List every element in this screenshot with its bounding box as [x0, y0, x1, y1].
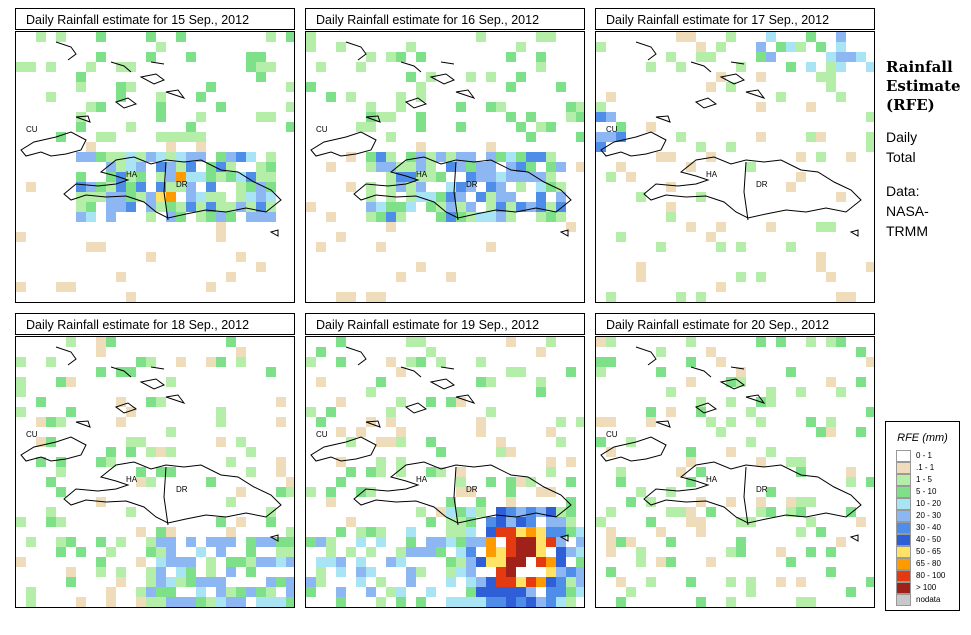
- label-dominican-republic: DR: [176, 180, 188, 189]
- label-cuba: CU: [26, 430, 38, 439]
- legend-item: .1 - 1: [896, 461, 935, 474]
- panel-title: Daily Rainfall estimate for 19 Sep., 201…: [305, 313, 585, 335]
- label-cuba: CU: [316, 430, 328, 439]
- legend-swatch: [896, 509, 911, 522]
- rfe-legend: RFE (mm) 0 - 1 .1 - 1 1 - 5 5 - 10 10 - 20 20…: [885, 421, 960, 611]
- label-haiti: HA: [126, 170, 138, 179]
- legend-label: 0 - 1: [916, 451, 933, 460]
- legend-item: nodata: [896, 593, 941, 606]
- label-haiti: HA: [416, 170, 428, 179]
- sidebar-period-1: Daily: [886, 129, 918, 145]
- rainfall-map: CU HA DR: [305, 336, 585, 608]
- legend-item: 65 - 80: [896, 557, 941, 570]
- rainfall-panel: Daily Rainfall estimate for 19 Sep., 201…: [305, 313, 585, 608]
- panel-title: Daily Rainfall estimate for 17 Sep., 201…: [595, 8, 875, 30]
- label-dominican-republic: DR: [466, 485, 478, 494]
- rainfall-panel: Daily Rainfall estimate for 16 Sep., 201…: [305, 8, 585, 303]
- legend-label: 5 - 10: [916, 487, 937, 496]
- rainfall-map: CU HA DR: [595, 336, 875, 608]
- panel-title: Daily Rainfall estimate for 18 Sep., 201…: [15, 313, 295, 335]
- legend-item: 50 - 65: [896, 545, 941, 558]
- legend-label: 80 - 100: [916, 571, 946, 580]
- legend-item: 80 - 100: [896, 569, 946, 582]
- panel-title: Daily Rainfall estimate for 20 Sep., 201…: [595, 313, 875, 335]
- legend-label: 50 - 65: [916, 547, 941, 556]
- coastline: [20, 346, 282, 542]
- legend-swatch: [896, 473, 911, 486]
- legend-swatch: [896, 581, 911, 594]
- legend-item: 20 - 30: [896, 509, 941, 522]
- legend-item: 40 - 50: [896, 533, 941, 546]
- legend-swatch: [896, 545, 911, 558]
- label-dominican-republic: DR: [176, 485, 188, 494]
- panel-title: Daily Rainfall estimate for 15 Sep., 201…: [15, 8, 295, 30]
- rainfall-panel: Daily Rainfall estimate for 17 Sep., 201…: [595, 8, 875, 303]
- sidebar-period-2: Total: [886, 149, 916, 165]
- legend-title: RFE (mm): [897, 432, 948, 444]
- label-cuba: CU: [606, 430, 618, 439]
- legend-label: .1 - 1: [916, 463, 935, 472]
- legend-item: 1 - 5: [896, 473, 933, 486]
- label-haiti: HA: [706, 475, 718, 484]
- legend-label: 40 - 50: [916, 535, 941, 544]
- legend-swatch: [896, 485, 911, 498]
- legend-item: 30 - 40: [896, 521, 941, 534]
- legend-swatch: [896, 449, 911, 462]
- legend-label: 1 - 5: [916, 475, 933, 484]
- coastline: [310, 41, 572, 237]
- label-dominican-republic: DR: [756, 180, 768, 189]
- label-dominican-republic: DR: [756, 485, 768, 494]
- legend-swatch: [896, 569, 911, 582]
- coastline: [20, 41, 282, 237]
- legend-label: 10 - 20: [916, 499, 941, 508]
- legend-item: > 100: [896, 581, 937, 594]
- legend-swatch: [896, 593, 911, 606]
- legend-swatch: [896, 461, 911, 474]
- sidebar: Rainfall Estimate (RFE) Daily Total Data…: [886, 58, 966, 241]
- panel-title: Daily Rainfall estimate for 16 Sep., 201…: [305, 8, 585, 30]
- sidebar-source-3: TRMM: [886, 223, 928, 239]
- rainfall-panel: Daily Rainfall estimate for 20 Sep., 201…: [595, 313, 875, 608]
- legend-swatch: [896, 521, 911, 534]
- label-haiti: HA: [706, 170, 718, 179]
- rainfall-panel: Daily Rainfall estimate for 18 Sep., 201…: [15, 313, 295, 608]
- label-cuba: CU: [606, 125, 618, 134]
- legend-label: 65 - 80: [916, 559, 941, 568]
- legend-swatch: [896, 497, 911, 510]
- sidebar-source-2: NASA-: [886, 203, 929, 219]
- rainfall-map: CU HA DR: [595, 31, 875, 303]
- label-dominican-republic: DR: [466, 180, 478, 189]
- legend-label: 20 - 30: [916, 511, 941, 520]
- sidebar-heading-2: Estimate: [886, 77, 961, 95]
- rainfall-map: CU HA DR: [305, 31, 585, 303]
- coastline: [600, 346, 862, 542]
- label-cuba: CU: [316, 125, 328, 134]
- label-cuba: CU: [26, 125, 38, 134]
- legend-item: 10 - 20: [896, 497, 941, 510]
- coastline: [310, 346, 572, 542]
- sidebar-heading-3: (RFE): [886, 96, 935, 114]
- legend-item: 5 - 10: [896, 485, 937, 498]
- rainfall-map: CU HA DR: [15, 336, 295, 608]
- sidebar-heading-1: Rainfall: [886, 58, 953, 76]
- legend-label: 30 - 40: [916, 523, 941, 532]
- legend-swatch: [896, 557, 911, 570]
- label-haiti: HA: [126, 475, 138, 484]
- legend-label: nodata: [916, 595, 941, 604]
- legend-swatch: [896, 533, 911, 546]
- label-haiti: HA: [416, 475, 428, 484]
- coastline: [600, 41, 862, 237]
- legend-item: 0 - 1: [896, 449, 933, 462]
- sidebar-source-1: Data:: [886, 183, 920, 199]
- rainfall-map: CU HA DR: [15, 31, 295, 303]
- legend-label: > 100: [916, 583, 937, 592]
- rainfall-panel: Daily Rainfall estimate for 15 Sep., 201…: [15, 8, 295, 303]
